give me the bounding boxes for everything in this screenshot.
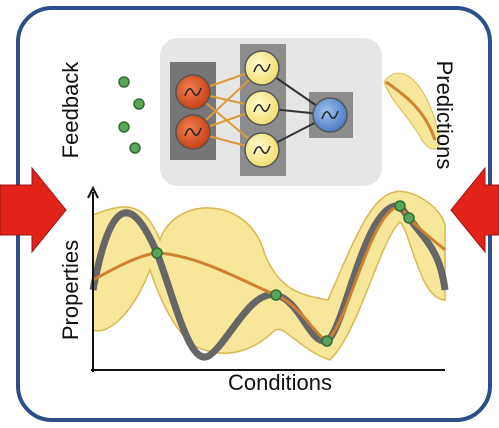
predictions-label: Predictions bbox=[432, 61, 457, 170]
x-axis-label: Conditions bbox=[228, 370, 332, 395]
y-axis-label: Properties bbox=[58, 240, 83, 340]
diagram: Feedback Predictions Properties Conditio… bbox=[0, 0, 499, 428]
feedback-label: Feedback bbox=[58, 61, 83, 159]
